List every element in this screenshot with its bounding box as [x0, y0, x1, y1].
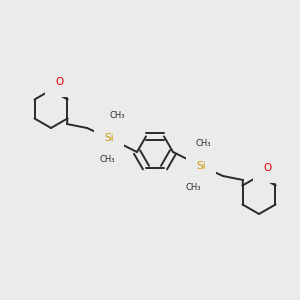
Text: CH₃: CH₃	[99, 155, 115, 164]
Text: CH₃: CH₃	[109, 112, 125, 121]
Text: Si: Si	[104, 133, 114, 143]
Text: O: O	[55, 77, 63, 87]
Text: CH₃: CH₃	[195, 140, 211, 148]
Text: CH₃: CH₃	[185, 184, 201, 193]
Text: O: O	[263, 163, 272, 173]
Text: Si: Si	[196, 161, 206, 171]
